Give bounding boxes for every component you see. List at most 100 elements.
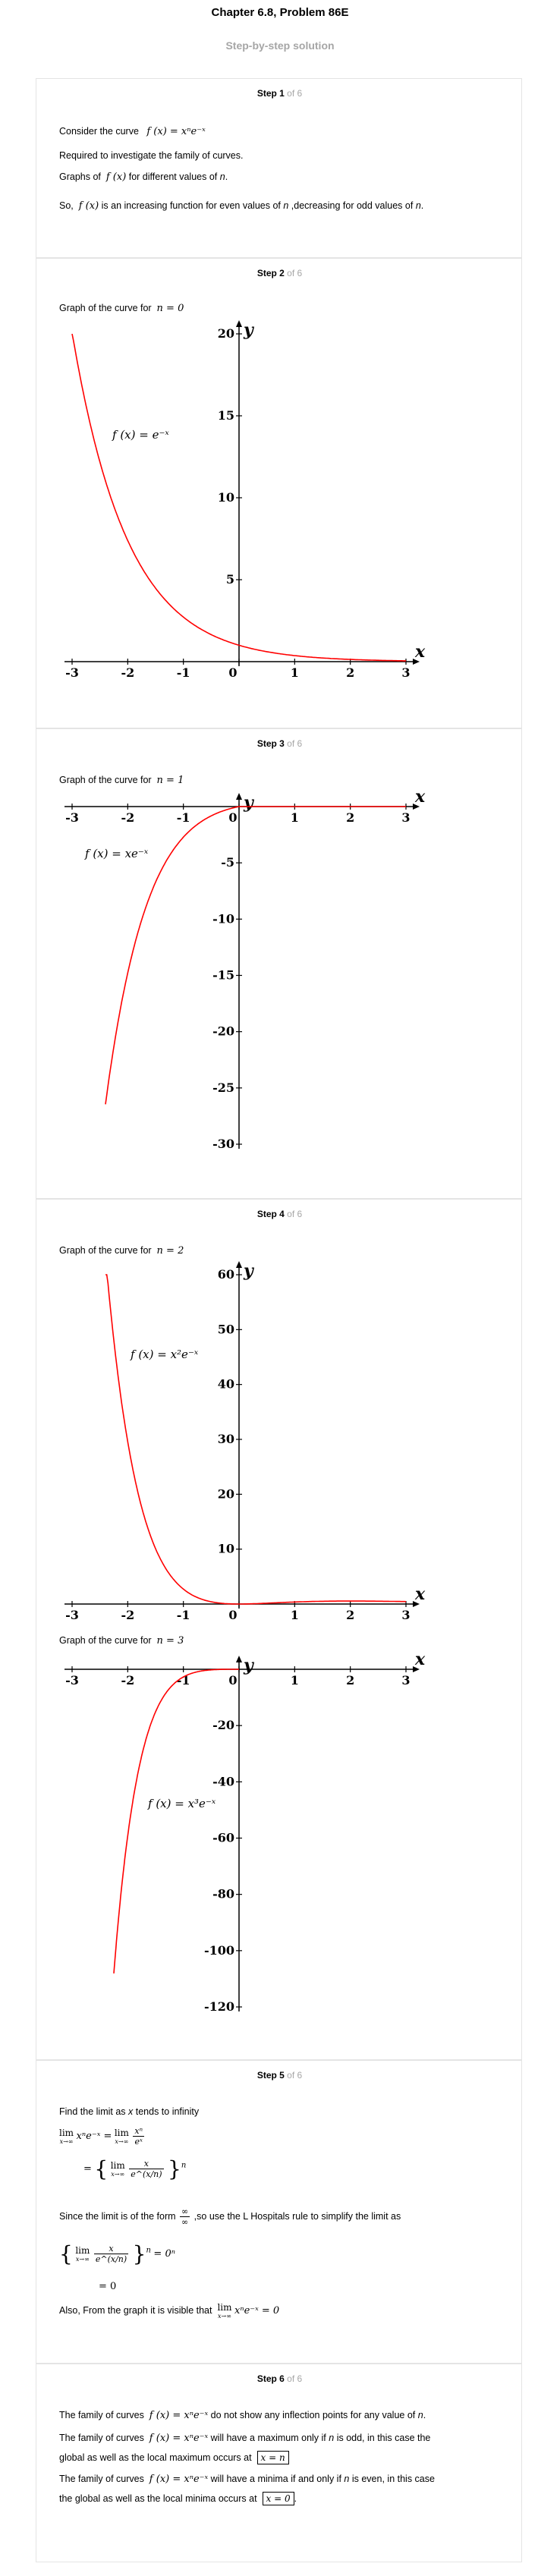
- step-3-label: Step 3 of 6: [256, 738, 303, 749]
- step-6-label: Step 6 of 6: [256, 2373, 303, 2384]
- x-axis-name: x: [414, 1584, 426, 1604]
- x-tick-label: -2: [121, 665, 134, 680]
- x-tick-label: 3: [401, 665, 410, 680]
- y-axis-arrow: [236, 793, 242, 800]
- y-tick-label: 50: [218, 1322, 234, 1336]
- y-axis-name: y: [243, 793, 255, 813]
- y-tick-label: 20: [218, 1486, 234, 1501]
- y-tick-label: -15: [212, 968, 234, 983]
- step-6-line-3: global as well as the local maximum occu…: [59, 2451, 289, 2464]
- graph-caption-n0: Graph of the curve for n = 0: [59, 303, 184, 314]
- y-tick-label: 60: [218, 1267, 234, 1282]
- x-axis-arrow: [413, 1601, 420, 1607]
- step-2-label: Step 2 of 6: [256, 268, 303, 278]
- step-6-line-4: The family of curves f (x) = xⁿe⁻ˣ will …: [59, 2474, 435, 2485]
- x-axis-arrow: [413, 1666, 420, 1672]
- y-tick-label: 10: [218, 1542, 234, 1556]
- y-tick-label: -80: [212, 1887, 234, 1901]
- y-tick-label: -120: [204, 1999, 234, 2014]
- step-1-conclusion: So, f (x) is an increasing function for …: [59, 200, 424, 212]
- x-tick-label: -2: [121, 1608, 134, 1622]
- step-1-required: Required to investigate the family of cu…: [59, 150, 244, 161]
- y-axis-name: y: [243, 1261, 255, 1281]
- x-tick-label: -1: [177, 810, 190, 825]
- step-1-consider: Consider the curve f (x) = xⁿe⁻ˣ: [59, 126, 206, 137]
- step-5-card: Step 5 of 6 Find the limit as x tends to…: [36, 2060, 522, 2364]
- y-tick-label: -5: [221, 855, 234, 870]
- x-tick-label: 2: [346, 1608, 354, 1622]
- x-tick-label: 2: [346, 665, 354, 680]
- x-tick-label: -3: [65, 1673, 79, 1687]
- step-6-line-1: The family of curves f (x) = xⁿe⁻ˣ do no…: [59, 2410, 426, 2421]
- step-1-card: Step 1 of 6 Consider the curve f (x) = x…: [36, 78, 522, 258]
- x-tick-label: -1: [177, 1608, 190, 1622]
- y-tick-label: 5: [226, 572, 234, 587]
- y-tick-label: 10: [218, 490, 234, 505]
- x-axis-arrow: [413, 804, 420, 810]
- function-label: f (x) = x²e⁻ˣ: [130, 1348, 199, 1361]
- function-curve: [71, 333, 406, 662]
- x-tick-label: -1: [177, 1673, 190, 1687]
- page-subtitle: Step-by-step solution: [225, 39, 335, 52]
- y-tick-label: -25: [212, 1080, 234, 1095]
- x-tick-label: 0: [228, 810, 237, 825]
- function-label: f (x) = xe⁻ˣ: [84, 847, 149, 860]
- step-5-intro: Find the limit as x tends to infinity: [59, 2106, 200, 2117]
- step-4-card: Step 4 of 6 Graph of the curve for n = 2…: [36, 1199, 522, 2060]
- step-5-label: Step 5 of 6: [256, 2070, 303, 2081]
- y-tick-label: -20: [212, 1718, 234, 1732]
- graph-caption-n2: Graph of the curve for n = 2: [59, 1245, 184, 1257]
- function-curve: [113, 1669, 239, 1974]
- y-tick-label: 40: [218, 1377, 234, 1392]
- x-tick-label: -3: [65, 810, 79, 825]
- x-tick-label: 3: [401, 810, 410, 825]
- y-tick-label: 15: [218, 408, 234, 423]
- y-tick-label: -100: [204, 1943, 234, 1958]
- y-axis-name: y: [243, 1656, 255, 1675]
- x-axis-name: x: [414, 1650, 426, 1669]
- x-tick-label: -2: [121, 1673, 134, 1687]
- function-curve: [105, 1274, 407, 1605]
- x-tick-label: 1: [291, 1608, 299, 1622]
- y-tick-label: -30: [212, 1137, 234, 1151]
- y-tick-label: -60: [212, 1831, 234, 1845]
- x-tick-label: 2: [346, 810, 354, 825]
- y-tick-label: 30: [218, 1432, 234, 1446]
- function-label: f (x) = x³e⁻ˣ: [147, 1797, 216, 1810]
- x-tick-label: 2: [346, 1673, 354, 1687]
- x-tick-label: 0: [228, 1673, 237, 1687]
- x-tick-label: -3: [65, 665, 79, 680]
- step-1-label: Step 1 of 6: [256, 88, 303, 99]
- limit-equation-4: = 0: [99, 2281, 117, 2292]
- step-3-card: Step 3 of 6 Graph of the curve for n = 1: [36, 728, 522, 1199]
- step-5-also: Also, From the graph it is visible that …: [59, 2302, 280, 2320]
- function-curve: [105, 806, 406, 1105]
- x-tick-label: 0: [228, 665, 237, 680]
- x-tick-label: 3: [401, 1673, 410, 1687]
- y-axis-arrow: [236, 1261, 242, 1268]
- x-tick-label: 1: [291, 1673, 299, 1687]
- minimum-answer-box: x = 0: [262, 2492, 294, 2505]
- y-tick-label: -40: [212, 1774, 234, 1788]
- x-tick-label: 1: [291, 665, 299, 680]
- step-4-label: Step 4 of 6: [256, 1209, 303, 1219]
- limit-equation-2: = { lim x→∞ x e^(x/n) }n: [83, 2156, 187, 2181]
- step-5-lhospital: Since the limit is of the form ∞ ∞ ,so us…: [59, 2206, 401, 2227]
- y-tick-label: 20: [218, 326, 234, 341]
- x-tick-label: -3: [65, 1608, 79, 1622]
- step-6-card: Step 6 of 6 The family of curves f (x) =…: [36, 2364, 522, 2562]
- limit-equation-3: { lim x→∞ x e^(x/n) }n = 0ⁿ: [59, 2241, 175, 2266]
- step-1-graphs: Graphs of f (x) for different values of …: [59, 171, 228, 183]
- step-6-line-5: the global as well as the local minima o…: [59, 2492, 297, 2505]
- x-axis-name: x: [414, 642, 426, 662]
- x-tick-label: 1: [291, 810, 299, 825]
- page-title: Chapter 6.8, Problem 86E: [211, 6, 349, 19]
- x-tick-label: 3: [401, 1608, 410, 1622]
- maximum-answer-box: x = n: [256, 2451, 289, 2464]
- limit-equation-1: lim x→∞ xⁿe⁻ˣ = lim x→∞ xⁿ eˣ: [59, 2126, 145, 2147]
- y-axis-arrow: [236, 320, 242, 327]
- graph-caption-n3: Graph of the curve for n = 3: [59, 1635, 184, 1647]
- step-6-line-2: The family of curves f (x) = xⁿe⁻ˣ will …: [59, 2433, 431, 2444]
